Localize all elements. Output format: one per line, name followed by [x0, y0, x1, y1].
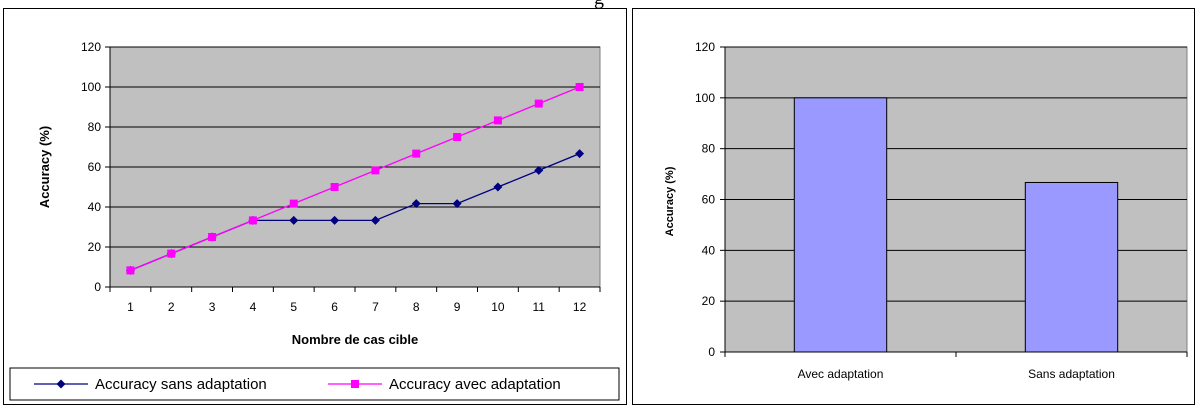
y-tick-label: 20	[702, 294, 716, 308]
data-point-diamond	[493, 182, 503, 192]
x-tick-label: 8	[413, 300, 420, 314]
legend-marker-diamond	[56, 379, 66, 389]
x-tick-label: Avec adaptation	[798, 367, 884, 381]
data-point-diamond	[370, 215, 380, 225]
x-tick-label: 9	[454, 300, 461, 314]
y-tick-label: 40	[88, 200, 102, 214]
x-tick-label: 12	[573, 300, 587, 314]
bar	[793, 97, 888, 353]
y-tick-label: 60	[702, 193, 716, 207]
line-chart-panel: 0 20 40 60 80 100 120 1 2 3 4 5 6 7 8 9 10 11 12 Nombre de …	[3, 8, 627, 405]
x-axis-title: Nombre de cas cible	[292, 332, 418, 347]
x-tick-label: Sans adaptation	[1028, 367, 1115, 381]
x-tick-label: 1	[127, 300, 134, 314]
legend-label: Accuracy avec adaptation	[389, 376, 561, 393]
data-point-square	[575, 83, 584, 91]
y-tick-label: 0	[94, 280, 101, 294]
y-tick-label: 100	[695, 91, 715, 105]
series-line-1	[130, 86, 580, 272]
data-point-square	[208, 233, 217, 241]
data-point-square	[289, 199, 298, 208]
x-tick-label: 10	[491, 300, 505, 314]
legend-box	[9, 367, 620, 401]
y-tick-label: 60	[88, 160, 102, 174]
x-tick-label: 2	[168, 300, 175, 314]
data-point-diamond	[411, 199, 421, 209]
data-point-square	[493, 116, 502, 125]
data-point-square	[371, 166, 380, 175]
y-tick-label: 40	[702, 243, 716, 257]
y-tick-label: 0	[708, 345, 715, 359]
data-point-diamond	[330, 215, 340, 225]
data-point-square	[248, 216, 257, 225]
data-point-square	[167, 249, 176, 258]
legend: Accuracy sans adaptation Accuracy avec ad…	[9, 367, 620, 401]
data-point-square	[412, 149, 421, 158]
y-axis-title: Accuracy (%)	[37, 126, 52, 208]
data-point-diamond	[534, 165, 544, 175]
data-point-square	[453, 133, 462, 141]
x-tick-label: 7	[372, 300, 379, 314]
data-point-diamond	[575, 149, 585, 159]
data-point-square	[330, 183, 339, 191]
y-axis-title: Accuracy (%)	[664, 166, 676, 236]
page-title-fragment: g	[0, 0, 1198, 10]
data-point-diamond	[452, 199, 462, 209]
x-tick-label: 6	[331, 300, 338, 314]
y-tick-label: 120	[695, 40, 715, 54]
bar-chart: 0 20 40 60 80 100 120 Avec adaptation Sans adapt…	[664, 40, 1188, 381]
x-tick-label: 4	[250, 300, 257, 314]
data-point-square	[534, 99, 543, 108]
x-tick-label: 5	[290, 300, 297, 314]
y-tick-label: 80	[702, 142, 716, 156]
y-tick-label: 100	[81, 80, 101, 94]
legend-label: Accuracy sans adaptation	[95, 376, 267, 393]
bar	[1024, 181, 1119, 353]
y-tick-label: 120	[81, 40, 101, 54]
data-point-diamond	[289, 215, 299, 225]
x-tick-label: 3	[209, 300, 216, 314]
y-tick-label: 20	[88, 240, 102, 254]
x-tick-label: 11	[533, 300, 546, 314]
data-point-square	[126, 266, 135, 275]
y-tick-label: 80	[88, 120, 102, 134]
legend-marker-square	[351, 380, 359, 388]
bar-chart-panel: 0 20 40 60 80 100 120 Avec adaptation Sans adapt…	[632, 8, 1195, 405]
